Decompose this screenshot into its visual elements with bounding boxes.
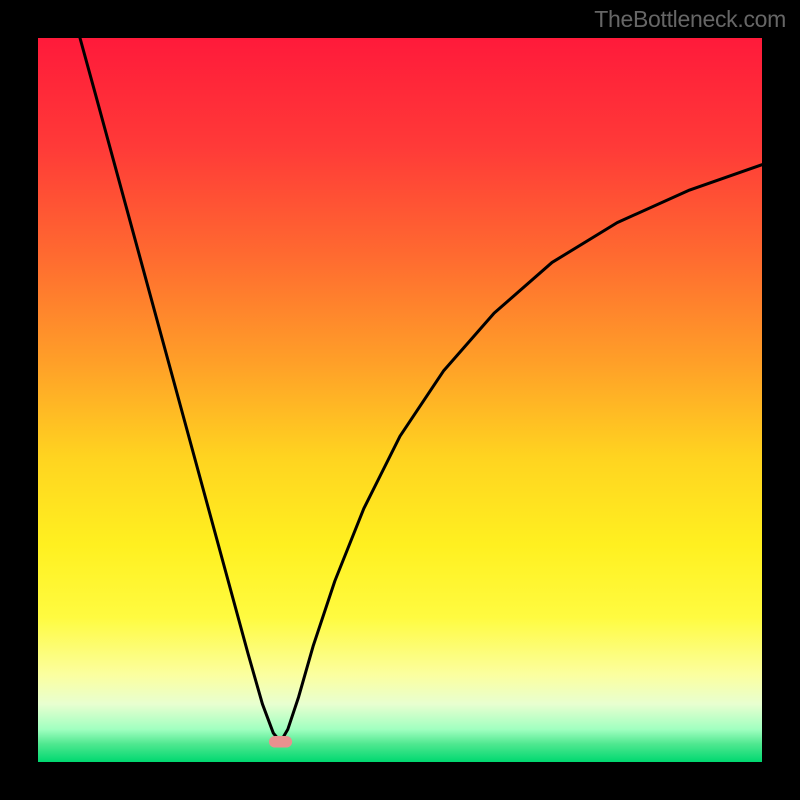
watermark-text: TheBottleneck.com <box>594 6 786 33</box>
optimal-marker <box>269 736 292 748</box>
plot-background <box>38 38 762 762</box>
bottleneck-chart <box>0 0 800 800</box>
chart-container: TheBottleneck.com <box>0 0 800 800</box>
